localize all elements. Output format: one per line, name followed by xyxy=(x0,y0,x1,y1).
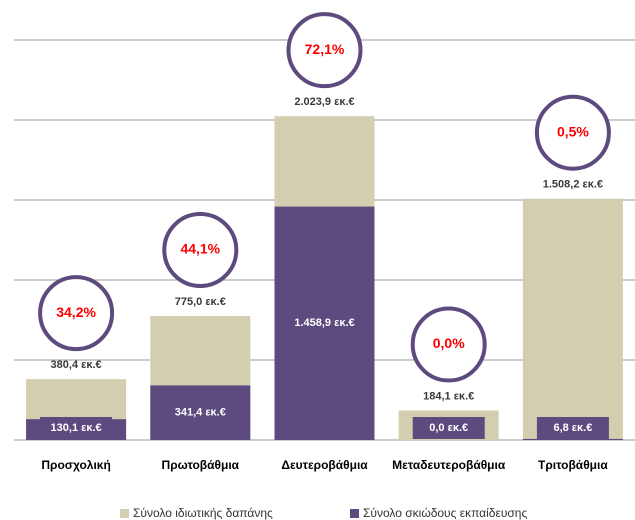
legend-swatch xyxy=(120,509,129,518)
value-label: 341,4 εκ.€ xyxy=(175,407,226,419)
share-label: 0,0% xyxy=(433,335,465,351)
share-circle xyxy=(286,12,363,89)
value-label: 380,4 εκ.€ xyxy=(51,359,102,371)
bar xyxy=(522,438,623,440)
value-label: 130,1 εκ.€ xyxy=(51,422,102,434)
value-label: 6,8 εκ.€ xyxy=(553,422,592,434)
share-circle xyxy=(38,275,115,352)
share-label: 0,5% xyxy=(557,123,589,139)
value-label-box xyxy=(40,417,113,439)
share-circle xyxy=(534,94,611,171)
value-label-box xyxy=(288,312,361,335)
x-tick-label: Πρωτοβάθμια xyxy=(162,458,240,472)
legend-swatch xyxy=(350,509,359,518)
value-label: 0,0 εκ.€ xyxy=(429,422,468,434)
share-label: 72,1% xyxy=(305,41,345,57)
x-tick-label: Μεταδευτεροβάθμια xyxy=(392,458,506,472)
value-label-box xyxy=(536,417,609,439)
value-label: 775,0 εκ.€ xyxy=(175,296,226,308)
share-label: 44,1% xyxy=(180,241,220,257)
value-label: 1.458,9 εκ.€ xyxy=(294,317,354,329)
value-label-box xyxy=(164,401,237,424)
x-tick-label: Δευτεροβάθμια xyxy=(281,458,368,472)
x-tick-label: Τριτοβάθμια xyxy=(538,458,608,472)
share-label: 34,2% xyxy=(56,304,96,320)
legend-label: Σύνολο σκιώδους εκπαίδευσης xyxy=(363,506,527,520)
value-label: 1.508,2 εκ.€ xyxy=(543,179,603,191)
share-circle xyxy=(410,306,487,383)
x-tick-label: Προσχολική xyxy=(41,458,110,472)
value-label-box xyxy=(412,417,485,439)
value-label: 184,1 εκ.€ xyxy=(423,390,474,402)
value-label: 2.023,9 εκ.€ xyxy=(294,96,354,108)
share-circle xyxy=(162,212,239,288)
legend-label: Σύνολο ιδιωτικής δαπάνης xyxy=(133,506,273,520)
bar xyxy=(522,198,623,440)
